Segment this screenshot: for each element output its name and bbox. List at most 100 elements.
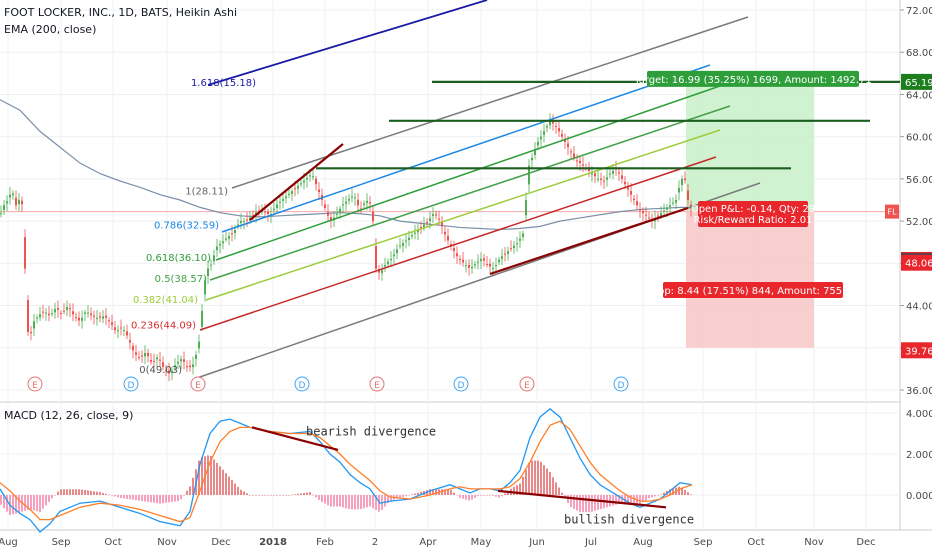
macd-histogram-bar (477, 495, 479, 497)
candle (90, 307, 92, 321)
macd-histogram-bar (189, 486, 191, 495)
macd-histogram-bar (240, 489, 242, 495)
macd-histogram-bar (534, 460, 536, 495)
candle-body (465, 265, 467, 267)
candle-body (366, 200, 368, 203)
candle (165, 364, 167, 377)
candle-body (477, 261, 479, 263)
divergence-line (497, 489, 667, 509)
macd-histogram-bar (432, 489, 434, 495)
macd-histogram-bar (99, 492, 101, 495)
macd-histogram-bar (459, 495, 461, 498)
macd-histogram-bar (108, 494, 110, 496)
candle-body (273, 208, 275, 210)
macd-histogram-bar (351, 495, 353, 510)
price-badge-bg (901, 342, 932, 359)
candle-body (675, 200, 677, 203)
macd-histogram-bar (384, 495, 386, 507)
earnings-marker[interactable]: E (27, 376, 43, 392)
macd-histogram-bar (375, 495, 377, 510)
earnings-marker[interactable]: E (519, 376, 535, 392)
macd-histogram-bar (651, 495, 653, 498)
candle (24, 229, 26, 274)
macd-histogram-bar (453, 492, 455, 495)
macd-histogram-bar (42, 495, 44, 509)
fib-05-line (209, 105, 731, 281)
candle (6, 195, 8, 211)
macd-histogram-bar (414, 493, 416, 495)
macd-histogram-bar (456, 495, 458, 496)
candle (3, 200, 5, 216)
macd-histogram-bar (396, 495, 398, 499)
candle (222, 234, 224, 250)
divergence-annotation: bearish divergence (306, 425, 436, 439)
macd-histogram-bar (462, 495, 464, 499)
candle-body (591, 173, 593, 175)
candle-body (630, 191, 632, 195)
fib-level-label: 1.618(15.18) (191, 78, 256, 89)
candle (42, 305, 44, 319)
candle-body (495, 265, 497, 267)
candle-body (105, 315, 107, 318)
macd-histogram-bar (642, 495, 644, 502)
candle (114, 321, 116, 335)
candle-body (324, 204, 326, 208)
macd-histogram-bar (138, 495, 140, 501)
candle-body (633, 198, 635, 200)
candle (510, 240, 512, 252)
macd-histogram-bar (231, 480, 233, 495)
candle (684, 171, 686, 184)
dividend-marker[interactable]: D (123, 376, 139, 392)
candle (159, 351, 161, 368)
candle (600, 172, 602, 186)
macd-histogram-bar (441, 489, 443, 495)
candle-body (174, 365, 176, 368)
macd-histogram-bar (129, 495, 131, 500)
macd-histogram-bar (48, 495, 50, 502)
macd-histogram-bar (228, 476, 230, 495)
candle (96, 309, 98, 326)
support-trendline (489, 206, 689, 276)
macd-histogram-bar (366, 495, 368, 508)
ema-indicator-label: EMA (200, close) (4, 23, 96, 36)
macd-histogram-bar (120, 495, 122, 499)
candle (432, 207, 434, 224)
candle (477, 254, 479, 270)
candle-body (447, 235, 449, 241)
target-label: Target: 16.99 (35.25%) 1699, Amount: 149… (633, 70, 872, 87)
earnings-marker[interactable]: E (190, 376, 206, 392)
candle-body (42, 311, 44, 313)
candle-body (588, 168, 590, 171)
macd-histogram-bar (684, 489, 686, 495)
candle (495, 257, 497, 273)
signal-line (0, 420, 693, 523)
candle (534, 141, 536, 160)
candle (48, 305, 50, 322)
dividend-marker[interactable]: D (453, 376, 469, 392)
candle-body (291, 191, 293, 194)
macd-histogram-bar (183, 495, 185, 496)
candle-body (132, 345, 134, 351)
macd-histogram-bar (579, 495, 581, 513)
dividend-marker[interactable]: D (294, 376, 310, 392)
candle-body (144, 353, 146, 357)
candle (417, 224, 419, 241)
candle (66, 300, 68, 317)
candle (216, 238, 218, 258)
candle-body (639, 209, 641, 211)
macd-histogram-bar (45, 495, 47, 506)
candle-body (456, 253, 458, 257)
candle (156, 354, 158, 368)
event-marker-circle (369, 376, 385, 392)
macd-histogram-bar (255, 495, 257, 496)
macd-histogram-bar (552, 477, 554, 495)
time-tick-label: Apr (419, 537, 437, 548)
macd-histogram-bar (264, 495, 266, 496)
time-tick-label: 2018 (259, 537, 287, 548)
earnings-marker[interactable]: E (369, 376, 385, 392)
macd-histogram-bar (249, 495, 251, 496)
dividend-marker[interactable]: D (613, 376, 629, 392)
candle (678, 180, 680, 201)
